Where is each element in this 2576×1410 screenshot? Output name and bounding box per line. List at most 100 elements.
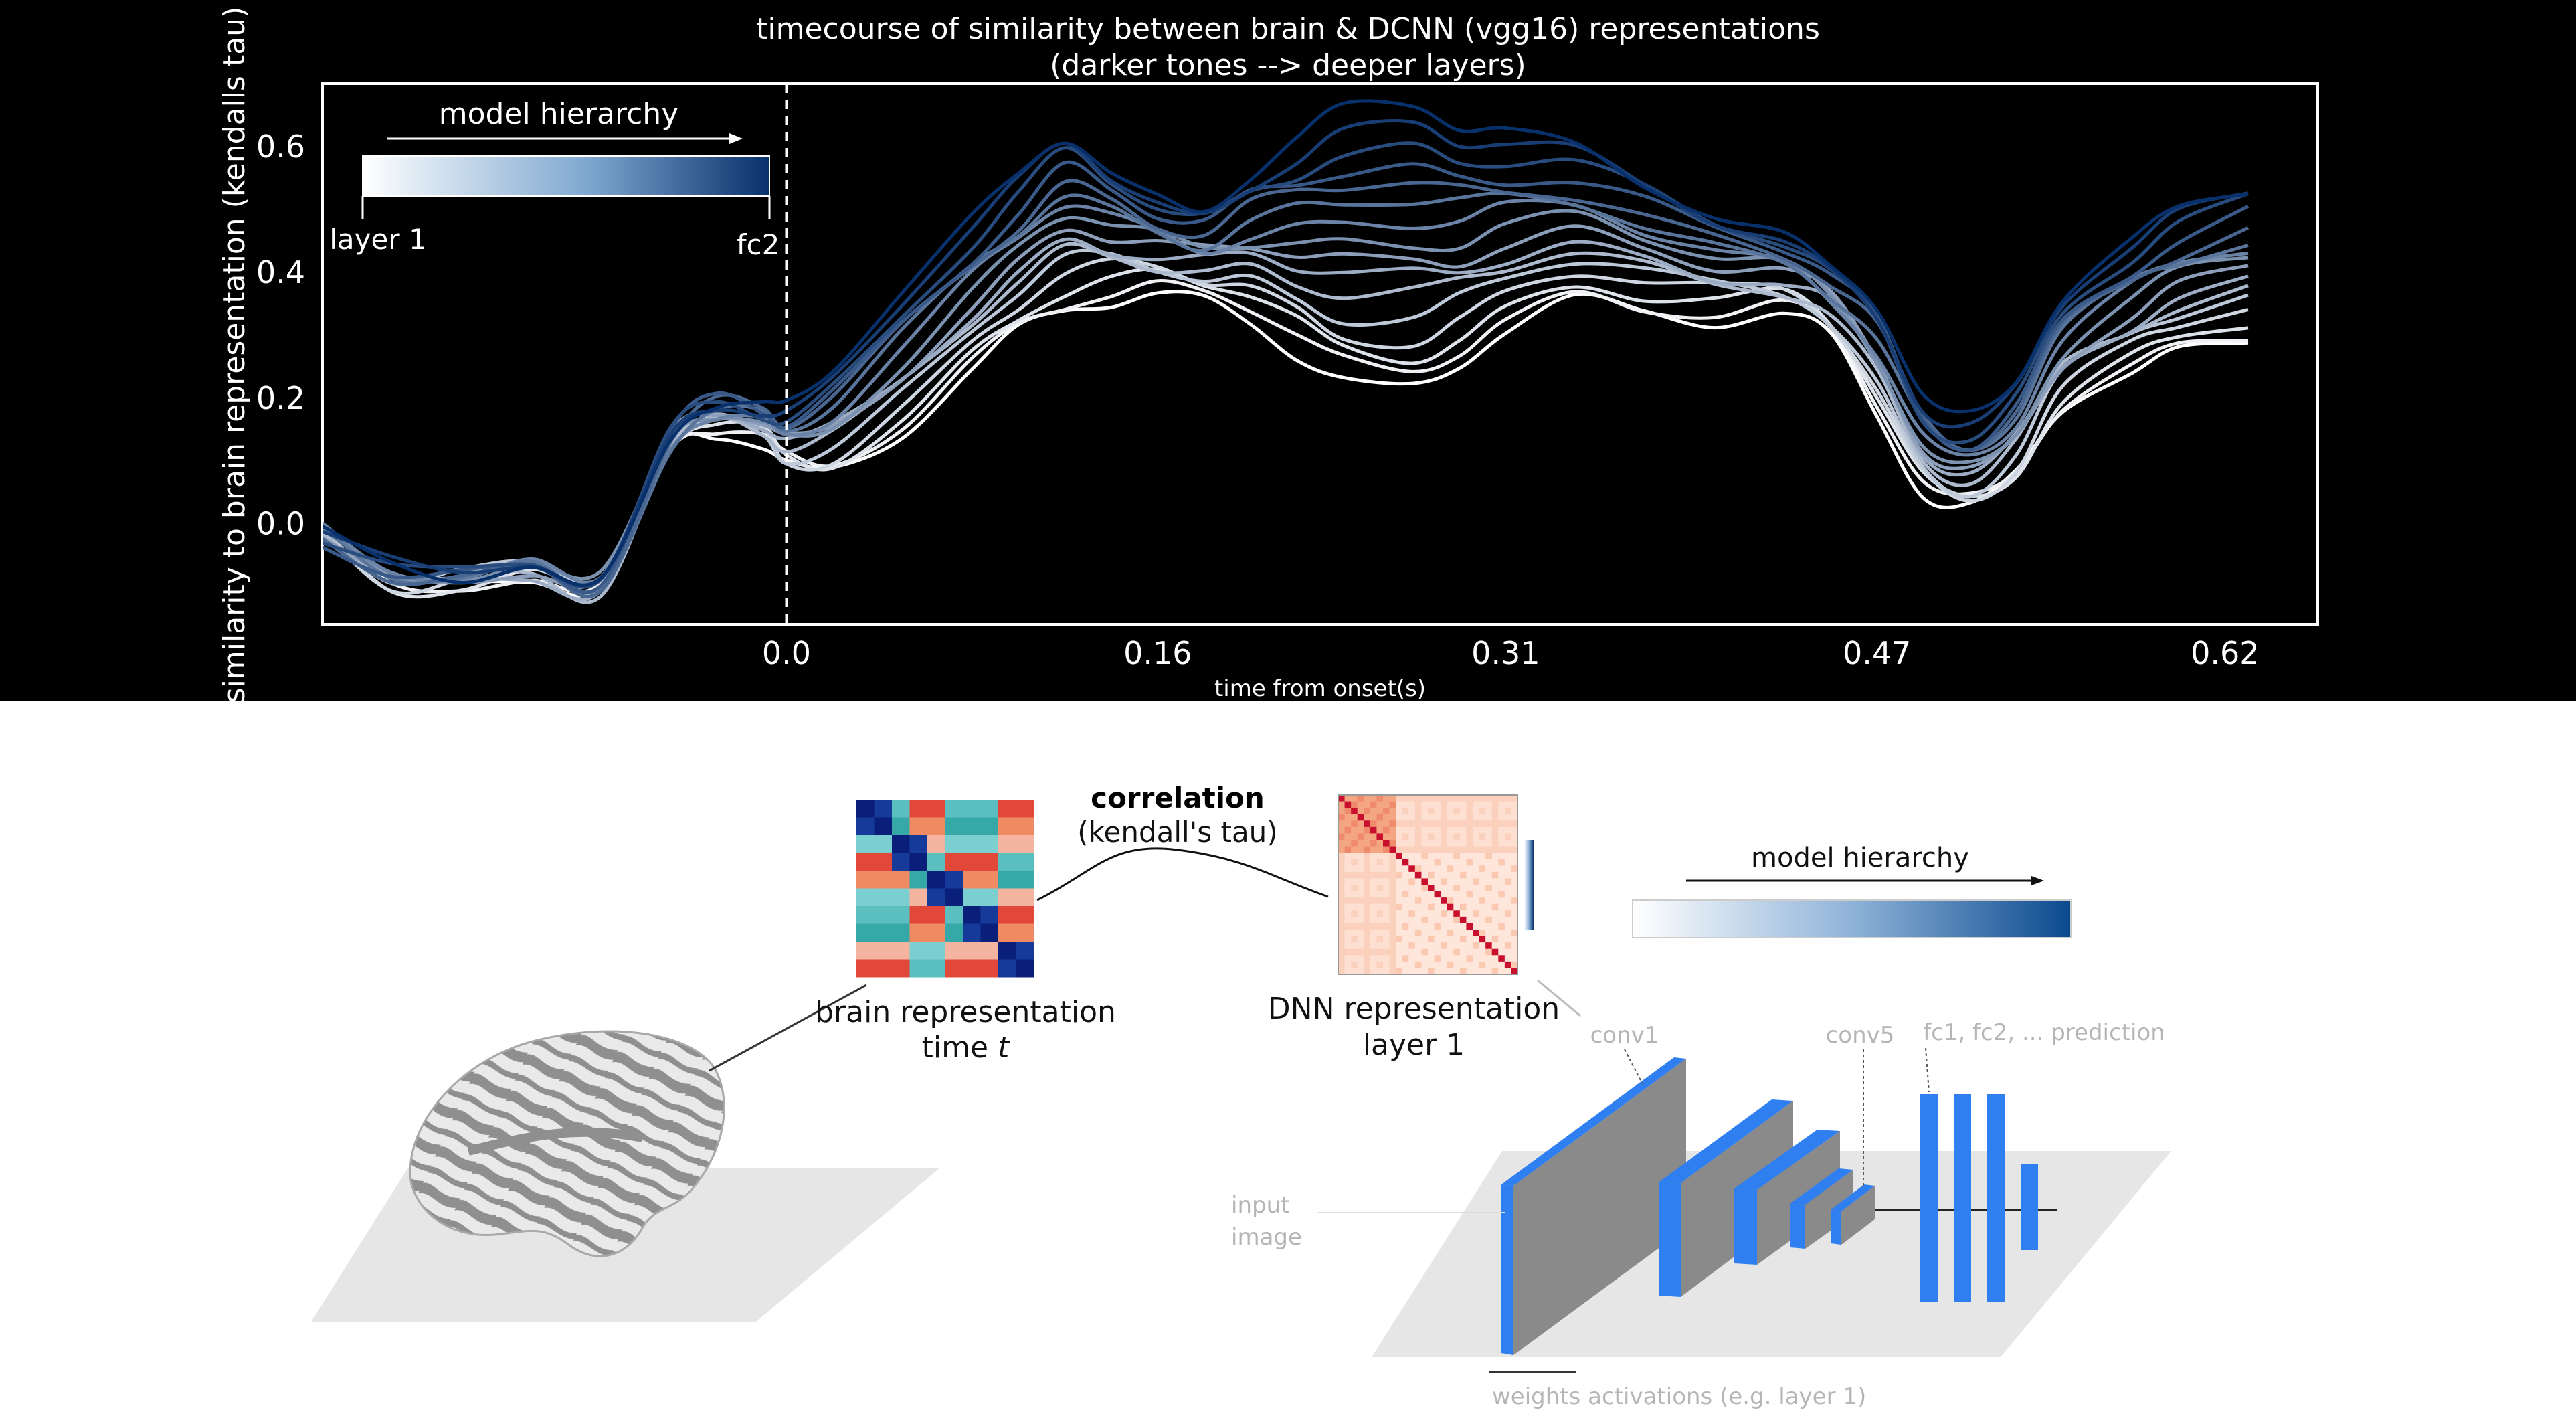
dnn-rdm-cell xyxy=(1441,948,1448,956)
dnn-rdm-cell xyxy=(1414,795,1422,802)
dnn-rdm-cell xyxy=(1396,961,1403,968)
brain-rdm-cell xyxy=(927,888,945,907)
dnn-rdm-cell xyxy=(1364,891,1371,898)
dnn-rdm-cell xyxy=(1389,891,1396,898)
brain-rdm-cell xyxy=(892,800,910,818)
dnn-rdm-cell xyxy=(1498,885,1505,891)
dnn-rdm-cell xyxy=(1466,910,1473,917)
dnn-rdm-cell xyxy=(1344,871,1352,879)
dnn-rdm-cell xyxy=(1364,930,1371,936)
dnn-rdm-cell xyxy=(1364,923,1371,930)
dnn-rdm-cell xyxy=(1453,814,1461,821)
dnn-rdm-cell xyxy=(1428,826,1435,834)
dnn-rdm-cell xyxy=(1383,801,1390,808)
model-hierarchy-arrowhead xyxy=(2031,876,2044,885)
dnn-rdm-cell xyxy=(1383,795,1390,802)
dnn-rdm-cell xyxy=(1421,916,1429,923)
dnn-rdm-cell xyxy=(1491,833,1499,841)
dnn-rdm-cell xyxy=(1479,808,1486,815)
brain-rdm-cell xyxy=(980,835,999,853)
dnn-rdm-cell xyxy=(1402,840,1409,847)
dnn-rdm-cell xyxy=(1479,923,1486,930)
dnn-rdm-cell xyxy=(1491,916,1499,923)
conv2-slab-top xyxy=(1659,1099,1793,1183)
dnn-rdm-cell xyxy=(1498,961,1505,968)
brain-rdm-cell xyxy=(1016,923,1034,942)
dnn-rdm-cell xyxy=(1364,878,1371,885)
dnn-rdm-cell xyxy=(1338,910,1345,917)
brain-rdm-cell xyxy=(963,853,981,871)
dnn-rdm-cell xyxy=(1466,808,1473,815)
dnn-rdm-cell xyxy=(1408,878,1416,885)
brain-rdm-cell xyxy=(945,942,963,960)
dnn-rdm-cell xyxy=(1479,961,1486,968)
brain-surface xyxy=(409,1030,725,1257)
brain-rdm-cell xyxy=(927,906,945,924)
brain-rdm-cell xyxy=(980,942,999,960)
dnn-rdm-cell xyxy=(1504,910,1511,917)
dnn-rdm-cell xyxy=(1408,897,1416,905)
dnn-rdm-cell xyxy=(1351,820,1358,828)
dnn-rdm-cell xyxy=(1511,942,1518,950)
dnn-rdm-cell xyxy=(1351,853,1358,860)
dnn-rdm-cell xyxy=(1441,885,1448,891)
dnn-rdm-cell xyxy=(1428,885,1435,891)
dnn-rdm-cell xyxy=(1453,840,1461,847)
dnn-rdm-cell xyxy=(1351,910,1358,917)
dnn-rdm-cell xyxy=(1479,795,1486,802)
dnn-rdm-cell xyxy=(1479,891,1486,898)
dnn-rdm-cell xyxy=(1389,955,1396,962)
fc3-bar xyxy=(1987,1094,2005,1302)
dnn-rdm-cell xyxy=(1504,903,1511,911)
dnn-rdm-cell xyxy=(1485,846,1493,853)
dnn-rdm-cell xyxy=(1498,942,1505,950)
dnn-rdm-cell xyxy=(1459,878,1467,885)
brain-rdm-cell xyxy=(909,906,928,924)
dnn-rdm-cell xyxy=(1414,871,1422,879)
dnn-rdm-cell xyxy=(1364,961,1371,968)
dnn-rdm-cell xyxy=(1396,916,1403,923)
dnn-rdm-cell xyxy=(1396,795,1403,802)
input-image-label-line2: image xyxy=(1231,1224,1302,1251)
brain-rdm-cell xyxy=(1016,817,1034,836)
dnn-rdm-cell xyxy=(1491,814,1499,821)
dnn-rdm-cell xyxy=(1479,859,1486,866)
dnn-rdm-cell xyxy=(1447,948,1454,956)
brain-rdm-cell xyxy=(980,871,999,889)
dnn-rdm-cell xyxy=(1370,840,1377,847)
dnn-rdm-cell xyxy=(1473,885,1479,891)
dnn-rdm-cell xyxy=(1434,840,1441,847)
brain-rdm-cell xyxy=(998,800,1016,818)
dnn-rdm-cell xyxy=(1421,795,1429,802)
dnn-rdm-cell xyxy=(1511,961,1518,968)
dnn-rdm-cell xyxy=(1428,795,1435,802)
dnn-rep-label-line1: DNN representation xyxy=(1268,992,1560,1026)
dnn-rdm-cell xyxy=(1402,878,1409,885)
dnn-rdm-cell xyxy=(1466,833,1473,841)
brain-rdm-cell xyxy=(909,871,928,889)
dnn-rdm-cell xyxy=(1402,801,1409,808)
dnn-rdm-cell xyxy=(1485,795,1493,802)
dnn-rdm-cell xyxy=(1428,897,1435,905)
dnn-rdm-cell xyxy=(1511,891,1518,898)
dnn-rdm-cell xyxy=(1370,846,1377,853)
dnn-rdm-cell xyxy=(1351,897,1358,905)
dnn-rdm-cell xyxy=(1351,968,1358,975)
dnn-rdm-cell xyxy=(1447,871,1454,879)
dnn-rdm-cell xyxy=(1459,968,1467,975)
dnn-rdm-cell xyxy=(1441,820,1448,828)
dnn-rdm-cell xyxy=(1383,891,1390,898)
dnn-rdm-cell xyxy=(1357,801,1364,808)
dnn-rdm-cell xyxy=(1447,897,1454,905)
dnn-rdm-cell xyxy=(1428,942,1435,950)
dnn-rdm-cell xyxy=(1376,948,1384,956)
dnn-rdm-cell xyxy=(1344,955,1352,962)
dnn-rdm-cell xyxy=(1383,923,1390,930)
conv4-slab-top xyxy=(1790,1168,1853,1205)
dnn-rdm-cell xyxy=(1491,865,1499,873)
dnn-rdm-cell xyxy=(1338,865,1345,873)
dnn-rdm-cell xyxy=(1376,853,1384,860)
dnn-rdm-cell xyxy=(1402,795,1409,802)
dnn-rdm-cell xyxy=(1511,923,1518,930)
dnn-rdm-cell xyxy=(1376,885,1384,891)
